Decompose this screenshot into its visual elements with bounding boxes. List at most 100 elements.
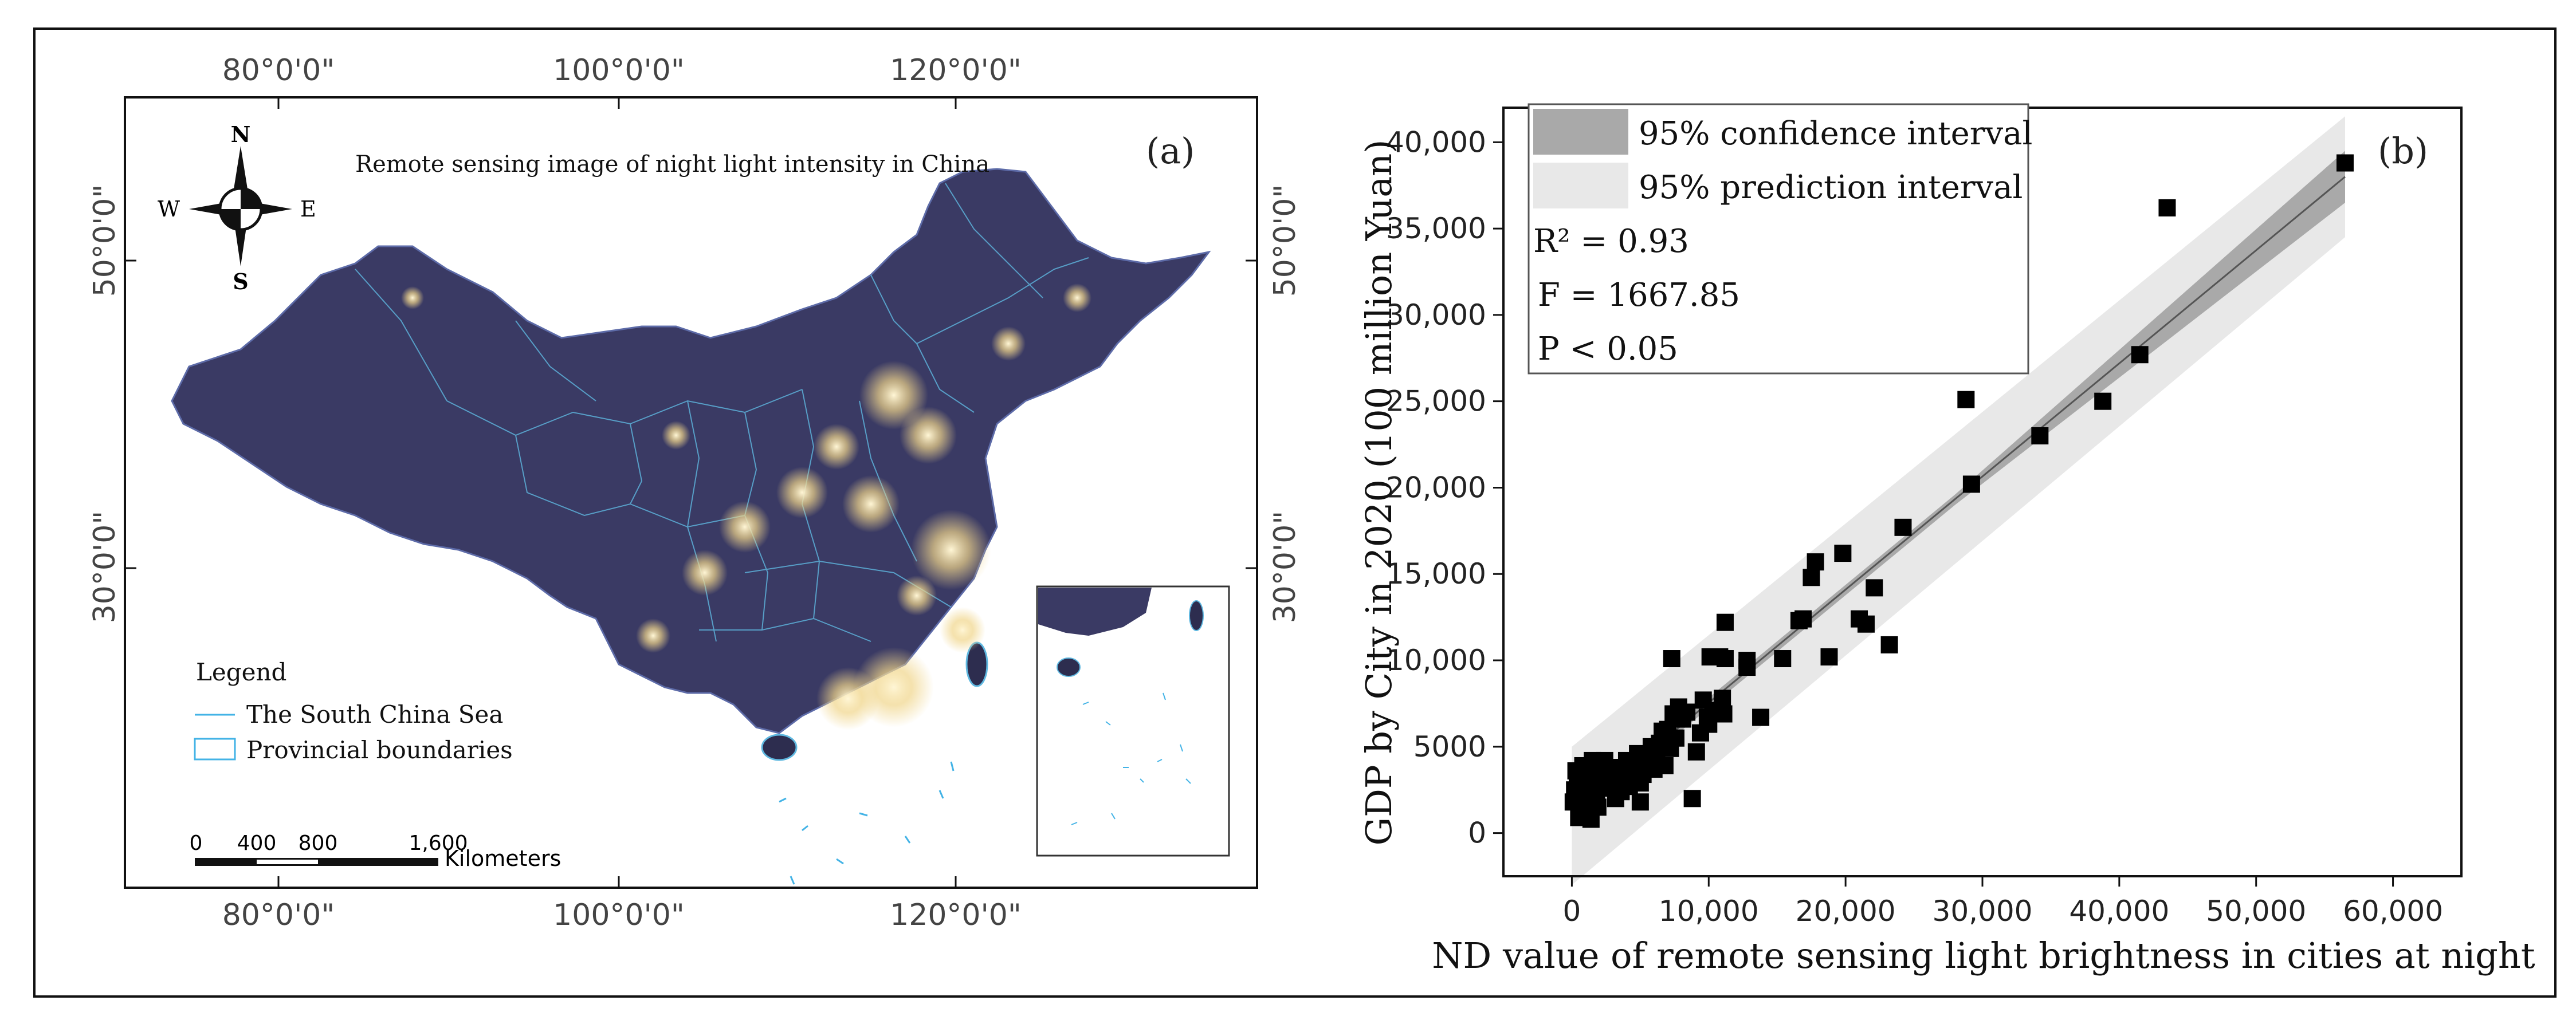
- compass-rose: N S E W: [158, 121, 316, 294]
- scale-tick-1600: 1,600: [409, 832, 468, 855]
- outer-frame: [33, 27, 2557, 998]
- scale-unit: Kilometers: [445, 846, 561, 871]
- data-point-86: [1564, 793, 1582, 811]
- map-title: Remote sensing image of night light inte…: [355, 151, 989, 178]
- legend-boundary-symbol: [194, 738, 236, 761]
- x-tick-label-30000: 30,000: [1933, 895, 2033, 928]
- data-point-16: [1790, 612, 1808, 629]
- data-point-1: [2158, 199, 2176, 216]
- data-point-22: [1716, 613, 1734, 631]
- data-point-33: [1691, 724, 1709, 742]
- data-point-3: [2094, 392, 2112, 410]
- data-point-5: [1957, 391, 1975, 408]
- lat-label-30-left: 30°0'0": [88, 511, 122, 624]
- data-point-0: [2336, 154, 2354, 172]
- data-point-35: [1683, 790, 1701, 808]
- scale-tick-800: 800: [299, 832, 338, 855]
- data-point-21: [1738, 659, 1756, 676]
- stat-p: P < 0.05: [1538, 330, 1678, 368]
- map-legend: Legend The South China Sea Provincial bo…: [194, 658, 513, 764]
- night-lights: [401, 283, 1091, 730]
- y-tick-label-40000: 40,000: [1386, 125, 1486, 159]
- y-tick-label-0: 0: [1468, 817, 1486, 850]
- chart-axes: 0 10,000 20,000 30,000 40,000 50,000 60,000 0 50…: [1386, 125, 2443, 928]
- legend-prediction-label: 95% prediction interval: [1639, 169, 2023, 206]
- data-point-11: [1880, 636, 1898, 653]
- confidence-interval-band: [1572, 151, 2345, 821]
- panel-b-chart: 0 10,000 20,000 30,000 40,000 50,000 60,000 0 50…: [1358, 103, 2535, 976]
- lon-label-100-bottom: 100°0'0": [553, 898, 685, 932]
- y-tick-label-20000: 20,000: [1386, 471, 1486, 504]
- chart-legend: 95% confidence interval 95% prediction i…: [1527, 103, 2032, 375]
- data-point-19: [1752, 708, 1770, 726]
- lon-label-80-top: 80°0'0": [222, 53, 335, 88]
- x-tick-label-10000: 10,000: [1659, 895, 1759, 928]
- compass-west: W: [158, 196, 180, 222]
- x-tick-label-20000: 20,000: [1796, 895, 1896, 928]
- legend-prediction-swatch: [1533, 163, 1628, 208]
- data-point-13: [1807, 553, 1824, 571]
- lon-label-120-bottom: 120°0'0": [890, 898, 1022, 932]
- data-point-84: [1567, 762, 1585, 780]
- legend-sea-label: The South China Sea: [246, 700, 503, 728]
- x-tick-label-60000: 60,000: [2343, 895, 2443, 928]
- x-tick-label-40000: 40,000: [2069, 895, 2169, 928]
- compass-south: S: [233, 269, 248, 294]
- data-point-53: [1631, 793, 1649, 811]
- data-point-17: [1820, 648, 1838, 666]
- data-point-6: [1962, 475, 1980, 493]
- lon-label-80-bottom: 80°0'0": [222, 898, 335, 932]
- y-tick-label-10000: 10,000: [1386, 644, 1486, 677]
- data-point-34: [1687, 743, 1705, 761]
- inset-hainan: [1057, 657, 1081, 677]
- x-tick-label-50000: 50,000: [2206, 895, 2306, 928]
- data-point-7: [1894, 518, 1912, 536]
- data-point-25: [1701, 648, 1719, 666]
- legend-heading: Legend: [196, 658, 286, 686]
- lat-label-50-right: 50°0'0": [1268, 184, 1302, 297]
- legend-confidence-swatch: [1533, 109, 1628, 155]
- lon-label-100-top: 100°0'0": [553, 53, 685, 88]
- data-point-14: [1803, 569, 1820, 586]
- data-point-26: [1663, 650, 1680, 668]
- inset-taiwan: [1189, 600, 1204, 631]
- data-point-18: [1774, 650, 1792, 668]
- panel-a-label: (a): [1146, 130, 1195, 172]
- data-point-32: [1694, 691, 1712, 709]
- data-point-2: [2131, 346, 2149, 364]
- data-point-31: [1698, 708, 1716, 726]
- hainan-island: [761, 734, 798, 761]
- y-tick-label-25000: 25,000: [1386, 385, 1486, 418]
- y-axis-title: GDP by City in 2020 (100 million Yuan): [1358, 140, 1400, 846]
- scale-tick-400: 400: [237, 832, 277, 855]
- compass-east: E: [300, 196, 316, 222]
- data-point-12: [1834, 545, 1852, 562]
- y-tick-label-35000: 35,000: [1386, 212, 1486, 245]
- lon-label-120-top: 120°0'0": [890, 53, 1022, 88]
- south-china-sea-islands: [779, 761, 955, 885]
- data-point-8: [1866, 579, 1883, 597]
- lat-label-50-left: 50°0'0": [88, 184, 122, 297]
- legend-boundary-label: Provincial boundaries: [246, 736, 513, 764]
- stat-r2: R² = 0.93: [1533, 223, 1689, 260]
- stat-f: F = 1667.85: [1538, 277, 1740, 314]
- scale-bar: 0 400 800 1,600 Kilometers: [190, 832, 561, 871]
- panel-a-map: 80°0'0" 100°0'0" 120°0'0" 80°0'0" 100°0'…: [88, 53, 1302, 932]
- panel-b-label: (b): [2378, 130, 2428, 172]
- data-point-10: [1851, 610, 1868, 628]
- data-points: [1564, 154, 2354, 828]
- data-point-82: [1570, 809, 1588, 826]
- y-tick-label-5000: 5000: [1413, 730, 1486, 763]
- map-ticks: [125, 97, 1257, 888]
- data-point-4: [2031, 427, 2049, 444]
- lat-label-30-right: 30°0'0": [1268, 511, 1302, 624]
- data-point-40: [1664, 705, 1682, 723]
- scale-tick-0: 0: [190, 832, 203, 855]
- china-landmass: [171, 168, 1211, 734]
- x-axis-title: ND value of remote sensing light brightn…: [1432, 935, 2535, 976]
- legend-confidence-label: 95% confidence interval: [1639, 115, 2032, 152]
- inset-land: [1038, 588, 1152, 636]
- y-tick-label-30000: 30,000: [1386, 298, 1486, 332]
- y-tick-label-15000: 15,000: [1386, 557, 1486, 590]
